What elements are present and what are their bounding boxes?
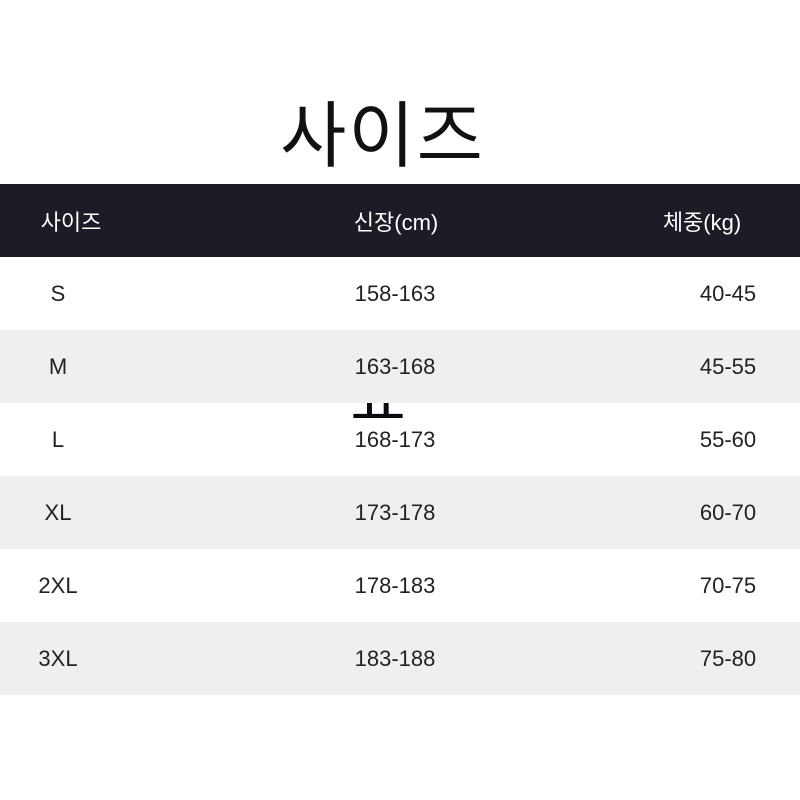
cell-height: 178-183 — [354, 572, 436, 598]
table-row: L 168-173 55-60 — [0, 403, 800, 476]
table-row: XL 173-178 60-70 — [0, 476, 800, 549]
cell-height: 158-163 — [354, 280, 436, 306]
header-size: 사이즈 — [40, 209, 102, 235]
cell-size: XL — [44, 499, 72, 525]
cell-height: 168-173 — [354, 426, 436, 452]
table-row: S 158-163 40-45 — [0, 257, 800, 330]
cell-weight: 40-45 — [699, 280, 757, 306]
page-title: 사이즈 — [280, 97, 485, 177]
cell-weight: 45-55 — [699, 353, 757, 379]
cell-size: 2XL — [38, 572, 78, 598]
table-row: 3XL 183-188 75-80 — [0, 622, 800, 695]
cell-size: L — [51, 426, 65, 452]
table-row: 2XL 178-183 70-75 — [0, 549, 800, 622]
cell-size: 3XL — [38, 645, 78, 671]
table-row: M 163-168 45-55 — [0, 330, 800, 403]
cell-weight: 70-75 — [699, 572, 757, 598]
cell-weight: 75-80 — [699, 645, 757, 671]
cell-height: 163-168 — [354, 353, 436, 379]
cell-weight: 60-70 — [699, 499, 757, 525]
cell-size: S — [50, 280, 66, 306]
header-height: 신장(cm) — [353, 209, 439, 235]
header-weight: 체중(kg) — [662, 209, 742, 235]
cell-height: 173-178 — [354, 499, 436, 525]
cell-size: M — [48, 353, 68, 379]
cell-weight: 55-60 — [699, 426, 757, 452]
table-header: 표 사이즈 신장(cm) 체중(kg) — [0, 184, 800, 430]
cell-height: 183-188 — [354, 645, 436, 671]
